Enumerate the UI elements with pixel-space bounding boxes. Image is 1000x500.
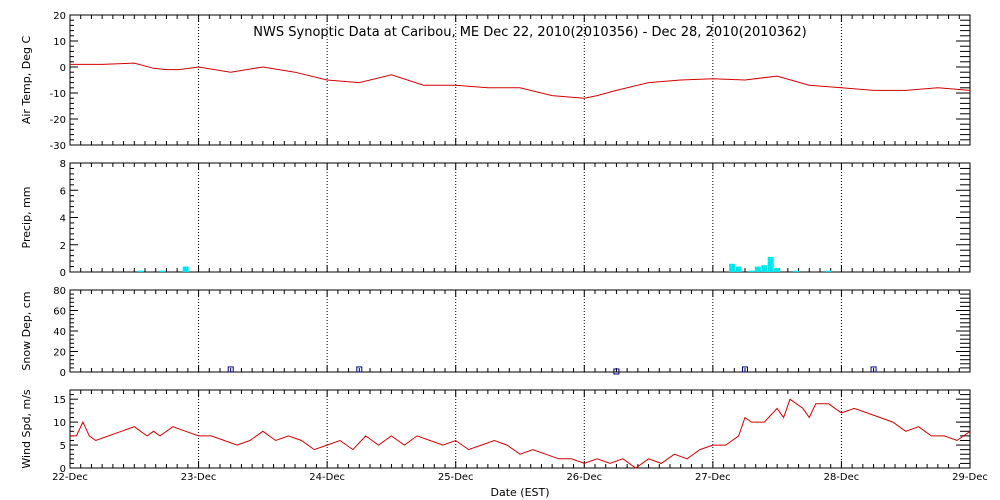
x-tick-label: 22-Dec: [52, 472, 88, 483]
y-tick-label: 40: [53, 327, 66, 338]
y-tick-label: -10: [50, 89, 66, 100]
series-line-1: [70, 398, 971, 469]
x-tick-label: 26-Dec: [566, 472, 602, 483]
y-tick-label: 5: [60, 441, 66, 452]
y-tick-label: 8: [60, 159, 66, 170]
x-tick-label: 27-Dec: [695, 472, 731, 483]
y-tick-label: 2: [60, 241, 66, 252]
y-tick-label: 10: [53, 37, 66, 48]
x-tick-label: 25-Dec: [438, 472, 474, 483]
precip-bar: [825, 270, 832, 272]
precip-bar: [729, 263, 736, 272]
y-tick-label: 15: [53, 395, 66, 406]
x-tick-label: 29-Dec: [952, 472, 988, 483]
y-axis-title: Wind Spd, m/s: [20, 389, 33, 469]
y-tick-label: 0: [60, 268, 66, 279]
y-tick-label: 6: [60, 186, 66, 197]
y-tick-label: 4: [60, 214, 66, 225]
snow-depth-point: [742, 366, 748, 373]
series-line-1: [70, 62, 971, 99]
snow-depth-point: [870, 366, 877, 373]
chart-title: NWS Synoptic Data at Caribou, ME Dec 22,…: [253, 25, 806, 40]
panel-frame: [69, 162, 971, 273]
y-tick-label: 20: [53, 348, 66, 359]
y-tick-label: 0: [60, 368, 66, 379]
snow-depth-point: [613, 368, 620, 375]
y-tick-label: 60: [53, 307, 66, 318]
precip-bar: [137, 270, 144, 272]
precip-bar: [774, 267, 781, 272]
precip-bar: [761, 265, 768, 272]
precip-bar: [748, 270, 755, 272]
snow-depth-point: [227, 366, 234, 373]
y-tick-label: 20: [53, 11, 66, 22]
x-axis-title: Date (EST): [490, 486, 549, 499]
precip-bar: [754, 266, 761, 272]
y-axis-title: Air Temp, Deg C: [20, 36, 33, 125]
y-tick-label: -30: [50, 141, 66, 152]
y-axis-title: Snow Dep, cm: [20, 291, 33, 370]
precip-bar: [182, 266, 189, 272]
panel-3: 80 60 40 20 0 Snow Dep, cm: [20, 286, 971, 379]
y-axis-title: Precip, mm: [20, 187, 33, 249]
x-tick-label: 23-Dec: [181, 472, 217, 483]
panel-frame: [69, 289, 971, 373]
snow-depth-point: [356, 366, 363, 373]
panel-1: 20 10 0 -10 -20 -30 Air Temp, Deg C: [20, 11, 971, 152]
panel-frame: [69, 389, 971, 469]
panel-4: 15 10 5 0 Wind Spd, m/s: [20, 389, 971, 475]
y-tick-label: 0: [60, 63, 66, 74]
y-tick-label: -20: [50, 115, 66, 126]
precip-bar: [735, 266, 742, 272]
x-tick-label: 24-Dec: [309, 472, 345, 483]
y-tick-label: 0: [60, 464, 66, 475]
precip-bar: [767, 257, 774, 272]
panel-2: 8 6 4 2 0 Precip, mm: [20, 159, 971, 279]
x-tick-label: 28-Dec: [824, 472, 860, 483]
y-tick-label: 80: [53, 286, 66, 297]
y-tick-label: 10: [53, 418, 66, 429]
precip-bar: [159, 270, 166, 272]
precip-bar: [793, 270, 800, 272]
